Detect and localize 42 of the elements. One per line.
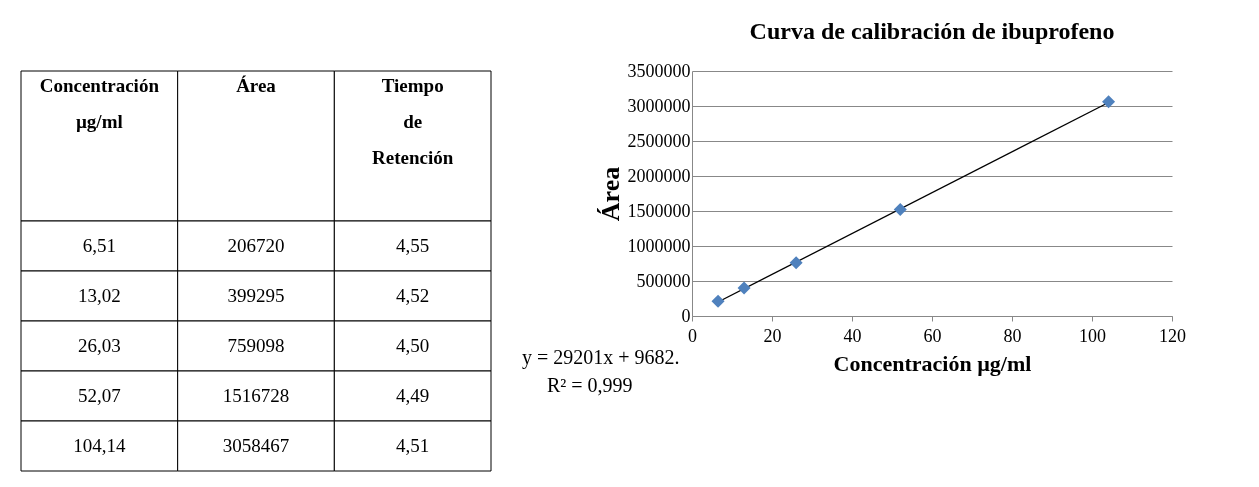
text: Área [236,75,277,96]
point [1102,95,1116,109]
text: 104,14 [73,435,126,456]
text: 759098 [227,335,285,356]
text: 4,52 [396,285,430,306]
text: 399295 [227,285,285,306]
text: Tiempo de Retención [372,75,454,168]
chart-title: Curva de calibración de ibuprofeno [749,18,1115,44]
text: Concentración µg/ml [39,75,160,132]
x-tick-label: 60 [923,325,942,346]
text: 1516728 [222,385,290,406]
text: 13,02 [77,285,121,306]
point [893,203,907,217]
text: R² = 0,999 [547,374,633,396]
x-tick-label: 120 [1159,325,1186,346]
y-axis-title: Área [595,166,625,222]
y-tick-label: 3000000 [627,95,691,116]
text: 26,03 [77,335,121,356]
y-tick-label: 1500000 [627,200,691,221]
text: 4,49 [396,385,430,406]
text: y = 29201x + 9682. [522,346,680,369]
y-tick-label: 500000 [636,270,691,291]
point [789,256,803,270]
text: 4,51 [396,435,430,456]
x-axis-title: Concentración µg/ml [833,350,1032,376]
y-tick-label: 0 [681,305,691,326]
y-tick-label: 1000000 [627,235,691,256]
text: 4,50 [396,335,430,356]
text: 52,07 [77,385,121,406]
point [711,294,725,308]
y-tick-label: 2000000 [627,165,691,186]
y-tick-label: 3500000 [627,60,691,81]
y-tick-label: 2500000 [627,130,691,151]
text: 206720 [227,235,285,256]
text: 3058467 [222,435,290,456]
x-tick-label: 40 [843,325,862,346]
x-tick-label: 80 [1003,325,1022,346]
text: 4,55 [396,235,430,256]
x-tick-label: 20 [763,325,782,346]
x-tick-label: 100 [1079,325,1106,346]
text: 6,51 [82,235,116,256]
point [737,281,751,295]
